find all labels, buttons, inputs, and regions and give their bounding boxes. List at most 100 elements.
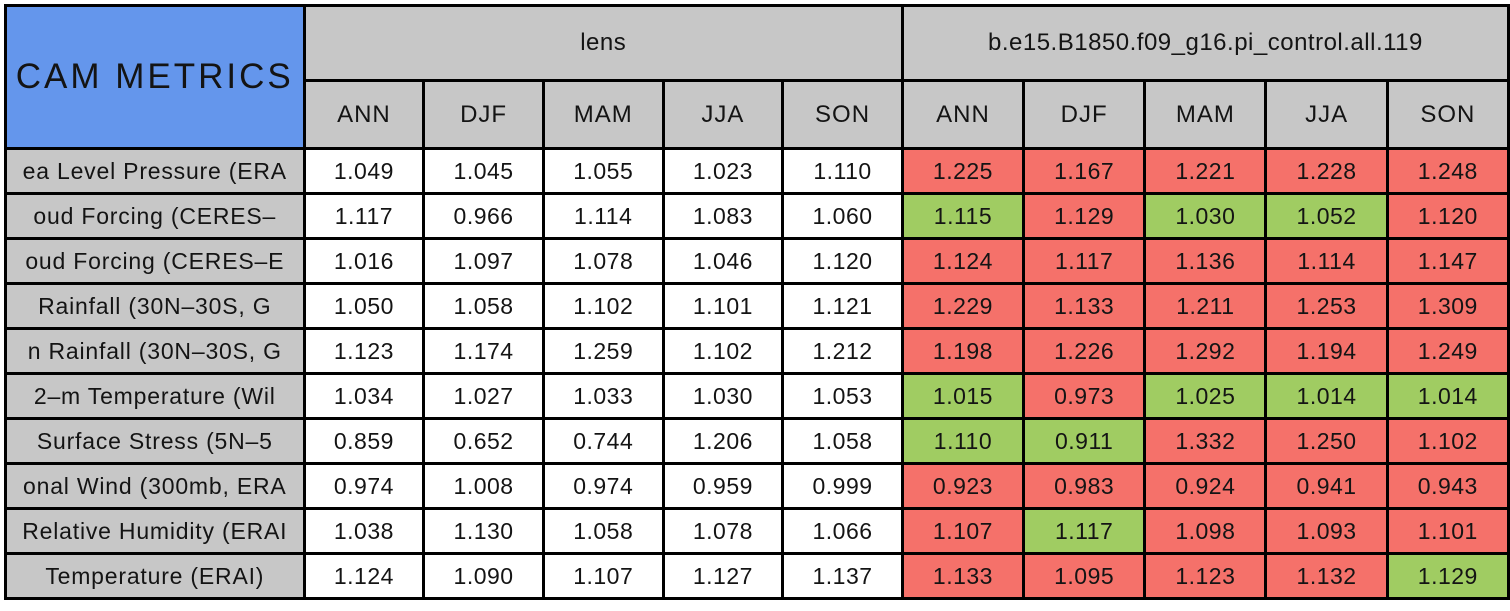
control-value-cell: 1.025 [1143, 372, 1268, 420]
season-header-lens-djf: DJF [422, 79, 545, 150]
control-value-cell: 1.107 [900, 507, 1026, 555]
control-value-cell: 1.332 [1143, 417, 1268, 465]
control-value-cell: 1.110 [900, 417, 1026, 465]
lens-value-cell: 0.959 [661, 462, 785, 510]
lens-value-cell: 1.102 [661, 327, 785, 375]
metric-label: n Rainfall (30N–30S, G [27, 337, 282, 364]
lens-value-cell: 1.027 [422, 372, 545, 420]
lens-value-cell: 1.107 [541, 552, 665, 600]
metric-label: Surface Stress (5N–5 [36, 427, 273, 454]
season-header-control-son: SON [1385, 79, 1510, 150]
control-value-cell: 1.249 [1385, 327, 1510, 375]
metric-label-cell: 2–m Temperature (Wil [4, 372, 306, 420]
metric-label-cell: Rainfall (30N–30S, G [4, 282, 306, 330]
control-value-cell: 1.030 [1143, 192, 1268, 240]
lens-value-cell: 1.066 [781, 507, 904, 555]
control-value-cell: 0.941 [1264, 462, 1389, 510]
lens-value-cell: 1.114 [541, 192, 665, 240]
season-header-control-djf: DJF [1022, 79, 1147, 150]
metric-row: ea Level Pressure (ERA 1.049 1.045 1.055 1.… [4, 147, 1510, 195]
lens-value-cell: 1.034 [302, 372, 426, 420]
lens-value-cell: 1.038 [302, 507, 426, 555]
lens-value-cell: 1.090 [422, 552, 545, 600]
control-value-cell: 0.923 [900, 462, 1026, 510]
lens-value-cell: 1.120 [781, 237, 904, 285]
metric-row: oud Forcing (CERES– 1.117 0.966 1.114 1.083… [4, 192, 1510, 240]
control-value-cell: 1.194 [1264, 327, 1389, 375]
control-value-cell: 1.052 [1264, 192, 1389, 240]
control-value-cell: 1.124 [900, 237, 1026, 285]
lens-value-cell: 1.033 [541, 372, 665, 420]
control-value-cell: 0.983 [1022, 462, 1147, 510]
control-value-cell: 1.250 [1264, 417, 1389, 465]
control-value-cell: 1.147 [1385, 237, 1510, 285]
season-header-control-jja: JJA [1264, 79, 1389, 150]
table-title: CAM METRICS [4, 4, 306, 150]
season-header-lens-jja: JJA [661, 79, 785, 150]
lens-value-cell: 1.030 [661, 372, 785, 420]
lens-value-cell: 1.078 [541, 237, 665, 285]
metric-row: Rainfall (30N–30S, G 1.050 1.058 1.102 1.10… [4, 282, 1510, 330]
lens-value-cell: 0.974 [541, 462, 665, 510]
metric-label: oud Forcing (CERES–E [25, 247, 285, 274]
control-value-cell: 1.114 [1264, 237, 1389, 285]
metric-label-cell: oud Forcing (CERES– [4, 192, 306, 240]
metric-label-cell: n Rainfall (30N–30S, G [4, 327, 306, 375]
metric-label: oud Forcing (CERES– [33, 202, 277, 229]
control-value-cell: 1.123 [1143, 552, 1268, 600]
control-value-cell: 1.132 [1264, 552, 1389, 600]
group-header-row: CAM METRICS lens b.e15.B1850.f09_g16.pi_… [4, 4, 1510, 150]
lens-value-cell: 0.652 [422, 417, 545, 465]
lens-value-cell: 0.966 [422, 192, 545, 240]
lens-value-cell: 1.058 [541, 507, 665, 555]
lens-value-cell: 1.212 [781, 327, 904, 375]
lens-value-cell: 1.058 [422, 282, 545, 330]
control-value-cell: 0.943 [1385, 462, 1510, 510]
metric-label-cell: oud Forcing (CERES–E [4, 237, 306, 285]
metric-label: onal Wind (300mb, ERA [23, 472, 287, 499]
control-value-cell: 1.292 [1143, 327, 1268, 375]
metric-row: n Rainfall (30N–30S, G 1.123 1.174 1.259 1.… [4, 327, 1510, 375]
group-header-control-run: b.e15.B1850.f09_g16.pi_control.all.119 [900, 4, 1510, 82]
control-value-cell: 1.129 [1022, 192, 1147, 240]
lens-value-cell: 1.174 [422, 327, 545, 375]
lens-value-cell: 1.121 [781, 282, 904, 330]
control-value-cell: 1.098 [1143, 507, 1268, 555]
lens-value-cell: 0.974 [302, 462, 426, 510]
lens-value-cell: 1.046 [661, 237, 785, 285]
lens-value-cell: 0.999 [781, 462, 904, 510]
control-value-cell: 1.120 [1385, 192, 1510, 240]
lens-value-cell: 1.123 [302, 327, 426, 375]
control-value-cell: 1.253 [1264, 282, 1389, 330]
lens-value-cell: 1.124 [302, 552, 426, 600]
control-value-cell: 1.115 [900, 192, 1026, 240]
season-header-lens-ann: ANN [302, 79, 426, 150]
lens-value-cell: 1.102 [541, 282, 665, 330]
control-value-cell: 1.133 [900, 552, 1026, 600]
lens-value-cell: 1.078 [661, 507, 785, 555]
control-value-cell: 1.014 [1385, 372, 1510, 420]
metric-label-cell: onal Wind (300mb, ERA [4, 462, 306, 510]
control-value-cell: 1.102 [1385, 417, 1510, 465]
control-value-cell: 0.924 [1143, 462, 1268, 510]
lens-value-cell: 1.097 [422, 237, 545, 285]
control-value-cell: 1.101 [1385, 507, 1510, 555]
lens-value-cell: 1.050 [302, 282, 426, 330]
control-value-cell: 1.229 [900, 282, 1026, 330]
lens-value-cell: 1.049 [302, 147, 426, 195]
control-value-cell: 1.014 [1264, 372, 1389, 420]
season-header-control-mam: MAM [1143, 79, 1268, 150]
lens-value-cell: 0.859 [302, 417, 426, 465]
control-value-cell: 1.309 [1385, 282, 1510, 330]
lens-value-cell: 1.058 [781, 417, 904, 465]
metric-label: ea Level Pressure (ERA [22, 157, 287, 184]
lens-value-cell: 1.083 [661, 192, 785, 240]
metric-row: Surface Stress (5N–5 0.859 0.652 0.744 1.20… [4, 417, 1510, 465]
metric-label: 2–m Temperature (Wil [33, 382, 276, 409]
lens-value-cell: 0.744 [541, 417, 665, 465]
lens-value-cell: 1.023 [661, 147, 785, 195]
season-header-control-ann: ANN [900, 79, 1026, 150]
lens-value-cell: 1.259 [541, 327, 665, 375]
control-value-cell: 1.015 [900, 372, 1026, 420]
control-value-cell: 1.248 [1385, 147, 1510, 195]
